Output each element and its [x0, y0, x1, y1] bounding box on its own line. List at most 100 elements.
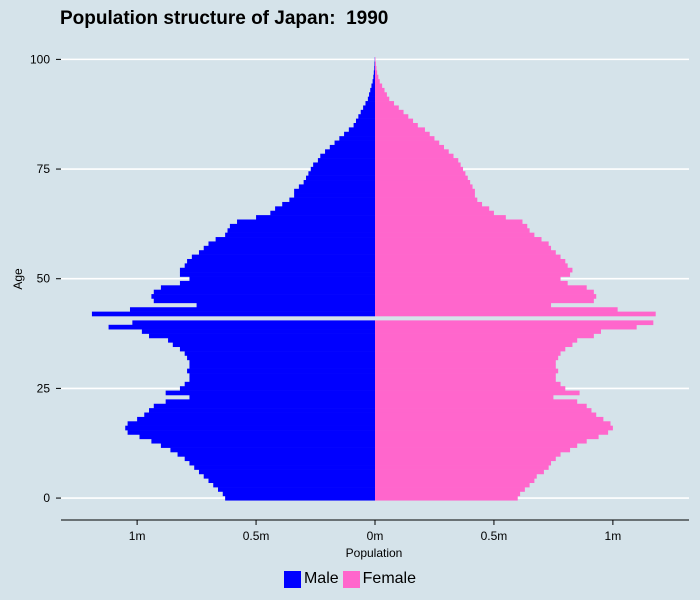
- bar-female-age-11: [375, 447, 571, 453]
- bar-male-age-21: [153, 403, 375, 409]
- bar-male-age-19: [144, 412, 375, 418]
- y-tick-label: 75: [37, 162, 51, 176]
- bar-male-age-58: [208, 241, 375, 247]
- bar-male-age-84: [348, 127, 375, 133]
- bar-female-age-87: [375, 114, 409, 119]
- legend-label-male: Male: [303, 570, 339, 587]
- bar-male-age-27: [189, 377, 375, 383]
- bar-male-age-16: [125, 425, 376, 431]
- bar-female-age-16: [375, 425, 613, 431]
- bar-male-age-82: [339, 136, 375, 141]
- bar-male-age-13: [151, 438, 375, 444]
- y-tick-label: 50: [37, 272, 51, 286]
- bar-male-age-68: [289, 197, 375, 203]
- bar-female-age-90: [375, 101, 395, 106]
- bar-female-age-73: [375, 175, 468, 181]
- bar-female-age-82: [375, 136, 435, 141]
- bar-male-age-74: [308, 171, 375, 176]
- bar-male-age-95: [372, 79, 375, 84]
- bar-female-age-86: [375, 118, 414, 124]
- bar-female-age-97: [375, 70, 378, 76]
- bar-male-age-63: [237, 219, 375, 225]
- bar-male-age-66: [275, 206, 375, 212]
- bar-male-age-35: [172, 342, 375, 348]
- bar-female-age-59: [375, 237, 542, 242]
- legend-swatch-female: [342, 570, 360, 588]
- bar-female-age-23: [375, 394, 554, 400]
- bar-female-age-61: [375, 228, 530, 233]
- legend-item-female: Female: [342, 570, 416, 588]
- bar-male-age-26: [184, 381, 375, 387]
- bar-male-age-88: [360, 109, 375, 115]
- bar-female-age-38: [375, 329, 601, 334]
- bar-male-age-92: [369, 92, 375, 97]
- bar-female-age-24: [375, 390, 580, 396]
- bar-female-age-31: [375, 359, 556, 365]
- bar-female-age-30: [375, 364, 556, 369]
- bar-female-age-44: [375, 302, 552, 308]
- bars: [91, 57, 656, 501]
- bar-female-age-52: [375, 267, 573, 273]
- bar-male-age-9: [184, 456, 375, 462]
- bar-male-age-12: [160, 443, 375, 448]
- bar-male-age-25: [179, 386, 375, 391]
- bar-female-age-64: [375, 215, 506, 220]
- bar-female-age-33: [375, 351, 561, 356]
- bar-female-age-5: [375, 473, 537, 479]
- bar-male-age-52: [179, 267, 375, 273]
- bar-male-age-39: [108, 324, 376, 330]
- bar-female-age-45: [375, 298, 594, 304]
- x-tick-label: 0m: [367, 529, 384, 543]
- bar-female-age-58: [375, 241, 549, 247]
- bar-female-age-67: [375, 201, 483, 207]
- bar-male-age-23: [189, 394, 375, 400]
- bar-female-age-72: [375, 180, 471, 185]
- bar-female-age-14: [375, 434, 599, 440]
- bar-female-age-83: [375, 131, 430, 137]
- bar-male-age-59: [215, 237, 375, 242]
- bar-female-age-85: [375, 122, 418, 128]
- bar-female-age-91: [375, 96, 390, 102]
- bar-male-age-80: [329, 144, 375, 150]
- bar-male-age-14: [139, 434, 375, 440]
- bar-female-age-20: [375, 408, 592, 413]
- bar-female-age-43: [375, 307, 618, 312]
- bar-female-age-57: [375, 245, 552, 251]
- bar-female-age-96: [375, 74, 379, 80]
- bar-female-age-84: [375, 127, 425, 133]
- axes: 0 25 50 75 100 1m 0.5m 0m 0.5m 1m: [30, 52, 689, 543]
- bar-male-age-24: [165, 390, 375, 396]
- x-tick-label: 0.5m: [481, 529, 508, 543]
- bar-male-age-0: [225, 495, 375, 501]
- bar-female-age-81: [375, 140, 440, 146]
- bar-female-age-63: [375, 219, 523, 225]
- bar-male-age-62: [229, 223, 375, 229]
- bar-female-age-65: [375, 210, 494, 216]
- bar-male-age-34: [179, 346, 375, 352]
- bar-female-age-40: [375, 320, 654, 326]
- bar-female-age-25: [375, 386, 566, 391]
- bar-female-age-22: [375, 399, 578, 405]
- bar-female-age-55: [375, 254, 561, 260]
- bar-male-age-49: [179, 280, 375, 286]
- legend-item-male: Male: [283, 570, 339, 588]
- bar-male-age-31: [189, 359, 375, 365]
- bar-female-age-53: [375, 263, 568, 269]
- x-axis-label: Population: [346, 546, 403, 560]
- bar-female-age-6: [375, 469, 544, 475]
- legend: Male Female: [0, 570, 700, 588]
- bar-male-age-11: [170, 447, 375, 453]
- bar-male-age-81: [334, 140, 375, 146]
- bar-female-age-42: [375, 311, 656, 317]
- bar-male-age-20: [149, 408, 375, 413]
- bar-male-age-65: [270, 210, 375, 216]
- bar-male-age-53: [184, 263, 375, 269]
- bar-female-age-88: [375, 109, 404, 115]
- bar-male-age-87: [358, 114, 375, 119]
- bar-male-age-3: [213, 482, 375, 488]
- bar-male-age-38: [141, 329, 375, 334]
- bar-male-age-43: [129, 307, 375, 312]
- bar-male-age-85: [353, 122, 375, 128]
- bar-male-age-5: [203, 473, 375, 479]
